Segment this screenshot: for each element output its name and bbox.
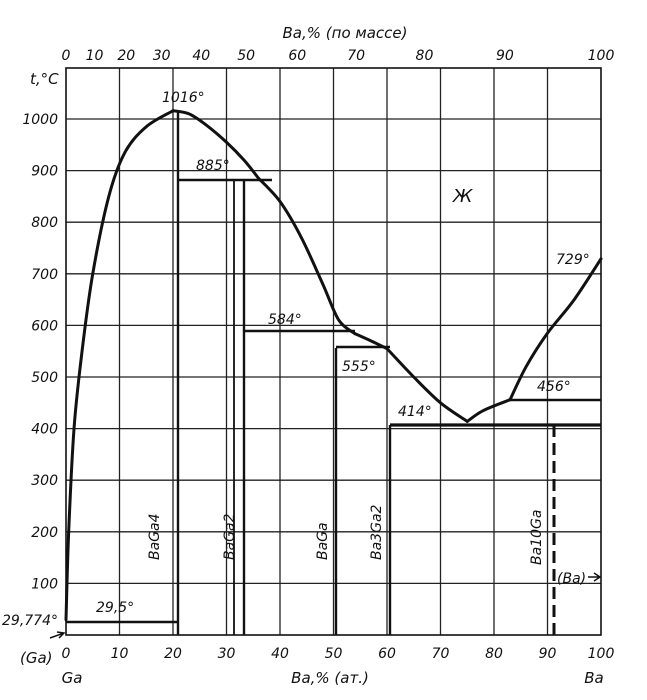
compound-label-baga: BaGa: [315, 522, 331, 560]
liquidus-curves: [64, 109, 603, 622]
compound-label-ba10ga: Ba10Ga: [529, 510, 545, 565]
top-axis-ticks: 0 10 20 30 40 50 60 70 80 90 100: [62, 48, 615, 64]
grid: [66, 68, 601, 635]
right-element-label: Ba: [584, 669, 603, 687]
top-axis-title: Ba,% (по массе): [283, 24, 408, 42]
liquidus-BaGa4-peak: [171, 109, 261, 180]
bottom-tick-label: 30: [218, 646, 236, 662]
bottom-tick-label: 20: [164, 646, 182, 662]
bottom-tick-label: 0: [62, 646, 71, 662]
y-tick-label: 500: [31, 370, 58, 386]
bottom-tick-label: 10: [111, 646, 129, 662]
compound-label-baga4: BaGa4: [147, 513, 163, 560]
top-tick-label: 60: [288, 48, 306, 64]
temp-label-29-774: 29,774°: [2, 613, 58, 629]
y-tick-label: 800: [31, 215, 58, 231]
right-phase-label: (Ba): [557, 571, 586, 587]
liquidus-to-Ba3Ga2: [353, 332, 389, 351]
top-tick-label: 90: [496, 48, 514, 64]
y-tick-label: 1000: [22, 112, 58, 128]
temp-label-29-5: 29,5°: [96, 600, 134, 616]
y-axis-title: t,°C: [30, 70, 59, 88]
y-tick-label: 300: [31, 473, 58, 489]
plot-frame: [65, 67, 602, 636]
top-tick-label: 0: [62, 48, 71, 64]
y-tick-label: 100: [31, 576, 58, 592]
y-tick-label: 900: [31, 164, 58, 180]
top-tick-label: 10: [86, 48, 104, 64]
left-phase-arrow: [49, 631, 66, 639]
temp-label-729: 729°: [556, 252, 590, 268]
temp-label-456: 456°: [537, 379, 571, 395]
liquidus-to-BaGa: [257, 176, 357, 336]
y-tick-label: 400: [31, 422, 58, 438]
bottom-tick-label: 80: [485, 646, 503, 662]
temp-label-555: 555°: [342, 359, 376, 375]
compound-label-baga2: BaGa2: [222, 513, 238, 560]
bottom-axis-title: Ba,% (ат.): [291, 669, 369, 687]
liquidus-to-eutectic: [385, 347, 469, 423]
top-tick-label: 80: [416, 48, 434, 64]
right-phase-arrow: [588, 572, 602, 582]
temp-label-1016: 1016°: [162, 90, 205, 106]
compound-label-ba3ga2: Ba3Ga2: [369, 504, 385, 560]
bottom-tick-label: 70: [432, 646, 450, 662]
temp-label-885: 885°: [196, 158, 230, 174]
top-tick-label: 20: [117, 48, 135, 64]
bottom-tick-label: 90: [539, 646, 557, 662]
bottom-tick-label: 50: [325, 646, 343, 662]
y-tick-label: 600: [31, 318, 58, 334]
liquid-region-label: Ж: [452, 186, 473, 207]
top-tick-label: 70: [347, 48, 365, 64]
phase-lines: [66, 112, 601, 640]
liquidus-Ga-BaGa4: [64, 109, 175, 622]
bottom-tick-label: 60: [378, 646, 396, 662]
liquidus-eutectic-to-456: [465, 398, 512, 423]
temp-label-584: 584°: [268, 312, 302, 328]
top-tick-label: 100: [588, 48, 615, 64]
bottom-tick-label: 100: [588, 646, 615, 662]
temp-label-414: 414°: [398, 404, 432, 420]
liquidus-456-to-Ba: [508, 257, 603, 402]
top-tick-label: 40: [192, 48, 210, 64]
bottom-axis-ticks: 0 10 20 30 40 50 60 70 80 90 100: [62, 646, 615, 662]
bottom-tick-label: 40: [271, 646, 289, 662]
y-tick-label: 200: [31, 525, 58, 541]
y-axis-ticks: 100 200 300 400 500 600 700 800 900 1000: [22, 112, 58, 592]
y-tick-label: 700: [31, 267, 58, 283]
left-element-label: Ga: [62, 669, 83, 687]
top-tick-label: 50: [237, 48, 255, 64]
left-phase-label: (Ga): [20, 649, 53, 667]
top-tick-label: 30: [153, 48, 171, 64]
